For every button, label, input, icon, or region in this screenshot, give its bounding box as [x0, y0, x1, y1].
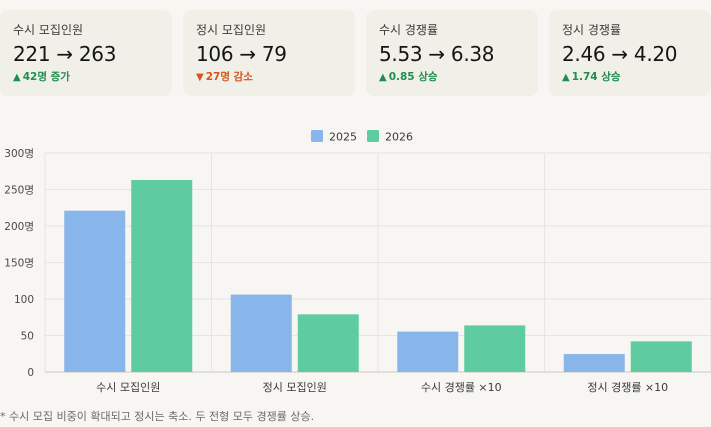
- summary-cards: 수시 모집인원 221 → 263 ▲ 42명 증가 정시 모집인원 106 → …: [0, 10, 711, 98]
- triangle-down-icon: ▼: [196, 72, 204, 83]
- card-delta: ▲ 42명 증가: [13, 70, 159, 85]
- card-label: 수시 모집인원: [13, 23, 84, 37]
- legend-swatch: [367, 130, 379, 142]
- summary-card-susi-count: 수시 모집인원 221 → 263 ▲ 42명 증가: [0, 10, 172, 96]
- y-tick-label: 150명: [4, 258, 34, 270]
- x-tick-label: 수시 경쟁률 ×10: [421, 381, 502, 394]
- card-label: 정시 경쟁률: [562, 23, 622, 37]
- card-value: 221 → 263: [13, 42, 117, 66]
- bar-2025: [563, 354, 625, 372]
- bar-2025: [230, 294, 292, 372]
- triangle-up-icon: ▲: [13, 72, 21, 83]
- bar-2026: [630, 341, 692, 372]
- summary-card-susi-competition: 수시 경쟁률 5.53 → 6.38 ▲ 0.85 상승: [366, 10, 538, 96]
- card-value: 106 → 79: [196, 42, 287, 66]
- card-delta: ▼ 27명 감소: [196, 70, 342, 85]
- summary-card-jeongsi-count: 정시 모집인원 106 → 79 ▼ 27명 감소: [183, 10, 355, 96]
- bar-2026: [131, 180, 193, 372]
- card-delta-text: 27명 감소: [205, 71, 253, 83]
- footnote: * 수시 모집 비중이 확대되고 정시는 축소. 두 전형 모두 경쟁률 상승.: [0, 410, 315, 423]
- card-value: 2.46 → 4.20: [562, 42, 678, 66]
- y-tick-label: 50: [21, 331, 34, 343]
- card-label: 정시 모집인원: [196, 23, 267, 37]
- summary-card-jeongsi-competition: 정시 경쟁률 2.46 → 4.20 ▲ 1.74 상승: [549, 10, 711, 96]
- bar-2026: [297, 314, 359, 372]
- x-tick-label: 정시 모집인원: [263, 381, 327, 394]
- legend-swatch: [311, 130, 323, 142]
- card-delta: ▲ 1.74 상승: [562, 70, 698, 85]
- bar-2025: [397, 331, 459, 372]
- y-tick-label: 0: [27, 367, 34, 379]
- y-tick-label: 100: [14, 294, 34, 306]
- card-delta-text: 42명 증가: [22, 71, 70, 83]
- y-tick-label: 250명: [4, 185, 34, 197]
- triangle-up-icon: ▲: [379, 72, 387, 83]
- card-value: 5.53 → 6.38: [379, 42, 495, 66]
- bar-2025: [64, 210, 126, 372]
- card-label: 수시 경쟁률: [379, 23, 439, 37]
- card-delta-text: 1.74 상승: [571, 71, 621, 83]
- legend-label: 2026: [385, 131, 413, 144]
- card-delta-text: 0.85 상승: [388, 71, 438, 83]
- triangle-up-icon: ▲: [562, 72, 570, 83]
- card-delta: ▲ 0.85 상승: [379, 70, 525, 85]
- bar-2026: [464, 325, 526, 372]
- x-tick-label: 정시 경쟁률 ×10: [587, 381, 668, 394]
- y-tick-label: 200명: [4, 221, 34, 233]
- legend-label: 2025: [329, 131, 357, 144]
- y-tick-label: 300명: [4, 148, 34, 160]
- x-tick-label: 수시 모집인원: [96, 381, 160, 394]
